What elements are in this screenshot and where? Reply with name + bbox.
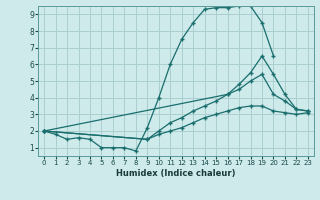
- X-axis label: Humidex (Indice chaleur): Humidex (Indice chaleur): [116, 169, 236, 178]
